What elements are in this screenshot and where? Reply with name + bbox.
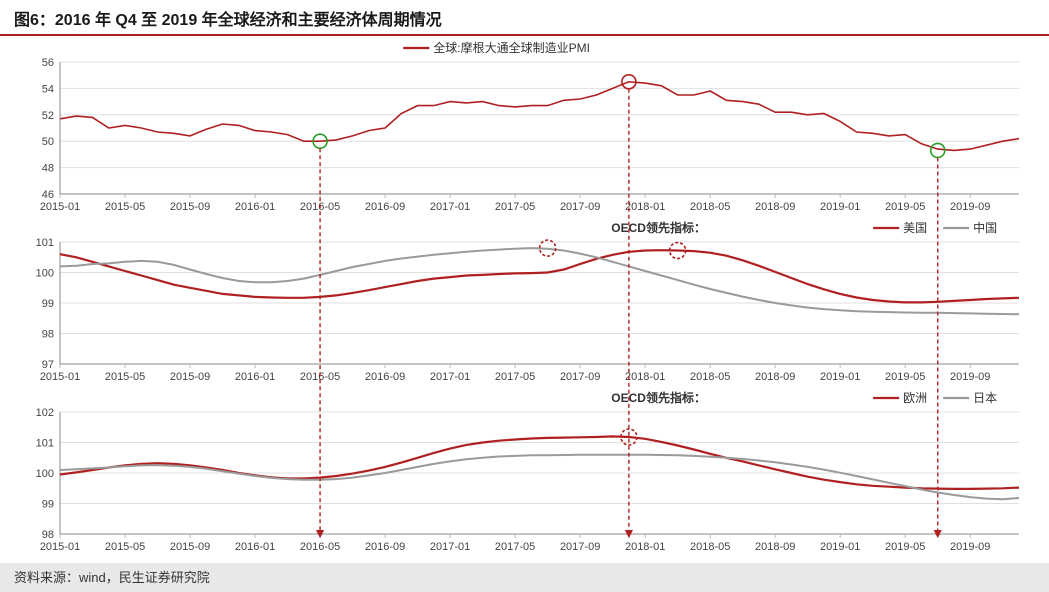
svg-text:美国: 美国 bbox=[903, 221, 927, 235]
svg-text:2019-01: 2019-01 bbox=[820, 371, 860, 383]
svg-text:2019-05: 2019-05 bbox=[885, 201, 925, 213]
svg-text:2017-09: 2017-09 bbox=[560, 371, 600, 383]
panel-oecd-eu-jp: 98 99 100 101 102 2015-01 2015-05 2015-09 2016-0… bbox=[20, 390, 1029, 560]
figure-container: 图6：2016 年 Q4 至 2019 年全球经济和主要经济体周期情况 46 48… bbox=[0, 0, 1049, 592]
svg-text:日本: 日本 bbox=[973, 391, 997, 405]
svg-text:2015-09: 2015-09 bbox=[170, 371, 210, 383]
svg-text:98: 98 bbox=[42, 329, 54, 341]
svg-text:2015-05: 2015-05 bbox=[105, 371, 145, 383]
svg-text:2019-09: 2019-09 bbox=[950, 541, 990, 553]
panel-pmi: 46 48 50 52 54 56 2015-01 2015-05 2015-09 2016-01… bbox=[20, 40, 1029, 220]
svg-text:98: 98 bbox=[42, 529, 54, 541]
svg-text:2017-09: 2017-09 bbox=[560, 201, 600, 213]
svg-text:56: 56 bbox=[42, 57, 54, 69]
svg-text:2018-05: 2018-05 bbox=[690, 541, 730, 553]
svg-text:2018-09: 2018-09 bbox=[755, 371, 795, 383]
charts-area: 46 48 50 52 54 56 2015-01 2015-05 2015-09 2016-01… bbox=[0, 36, 1049, 563]
svg-text:2015-05: 2015-05 bbox=[105, 541, 145, 553]
svg-text:2018-01: 2018-01 bbox=[625, 541, 665, 553]
svg-text:OECD领先指标：: OECD领先指标： bbox=[611, 390, 706, 405]
svg-text:2016-01: 2016-01 bbox=[235, 201, 275, 213]
svg-text:99: 99 bbox=[42, 298, 54, 310]
figure-source: 资料来源：wind，民生证券研究院 bbox=[0, 563, 1049, 592]
svg-text:2018-05: 2018-05 bbox=[690, 201, 730, 213]
svg-text:46: 46 bbox=[42, 189, 54, 201]
svg-text:99: 99 bbox=[42, 499, 54, 511]
svg-text:100: 100 bbox=[36, 468, 54, 480]
svg-text:2017-05: 2017-05 bbox=[495, 541, 535, 553]
svg-text:2015-01: 2015-01 bbox=[40, 371, 80, 383]
svg-text:2017-01: 2017-01 bbox=[430, 541, 470, 553]
svg-text:2016-01: 2016-01 bbox=[235, 541, 275, 553]
svg-text:2019-09: 2019-09 bbox=[950, 201, 990, 213]
svg-text:2017-05: 2017-05 bbox=[495, 371, 535, 383]
svg-text:2018-01: 2018-01 bbox=[625, 371, 665, 383]
svg-text:中国: 中国 bbox=[973, 220, 997, 235]
svg-text:2016-01: 2016-01 bbox=[235, 371, 275, 383]
svg-text:2016-05: 2016-05 bbox=[300, 371, 340, 383]
svg-text:2016-09: 2016-09 bbox=[365, 201, 405, 213]
svg-text:2017-01: 2017-01 bbox=[430, 371, 470, 383]
svg-text:54: 54 bbox=[42, 83, 54, 95]
svg-text:2016-05: 2016-05 bbox=[300, 541, 340, 553]
svg-text:2018-05: 2018-05 bbox=[690, 371, 730, 383]
svg-text:2015-01: 2015-01 bbox=[40, 201, 80, 213]
svg-text:2017-09: 2017-09 bbox=[560, 541, 600, 553]
svg-text:全球:摩根大通全球制造业PMI: 全球:摩根大通全球制造业PMI bbox=[433, 40, 590, 55]
svg-text:100: 100 bbox=[36, 268, 54, 280]
svg-text:2017-01: 2017-01 bbox=[430, 201, 470, 213]
svg-text:欧洲: 欧洲 bbox=[903, 391, 927, 405]
svg-text:2016-09: 2016-09 bbox=[365, 371, 405, 383]
svg-text:2018-09: 2018-09 bbox=[755, 201, 795, 213]
svg-text:2018-01: 2018-01 bbox=[625, 201, 665, 213]
svg-text:OECD领先指标：: OECD领先指标： bbox=[611, 220, 706, 235]
svg-text:2019-01: 2019-01 bbox=[820, 201, 860, 213]
svg-text:2019-05: 2019-05 bbox=[885, 541, 925, 553]
svg-text:101: 101 bbox=[36, 438, 54, 450]
figure-title: 图6：2016 年 Q4 至 2019 年全球经济和主要经济体周期情况 bbox=[0, 0, 1049, 36]
svg-text:101: 101 bbox=[36, 237, 54, 249]
svg-text:48: 48 bbox=[42, 163, 54, 175]
svg-text:2019-09: 2019-09 bbox=[950, 371, 990, 383]
svg-text:52: 52 bbox=[42, 110, 54, 122]
svg-text:2015-01: 2015-01 bbox=[40, 541, 80, 553]
svg-text:2016-09: 2016-09 bbox=[365, 541, 405, 553]
svg-text:97: 97 bbox=[42, 359, 54, 371]
svg-text:2015-09: 2015-09 bbox=[170, 201, 210, 213]
svg-text:2015-05: 2015-05 bbox=[105, 201, 145, 213]
svg-text:2017-05: 2017-05 bbox=[495, 201, 535, 213]
svg-text:2018-09: 2018-09 bbox=[755, 541, 795, 553]
svg-text:2019-05: 2019-05 bbox=[885, 371, 925, 383]
svg-text:2019-01: 2019-01 bbox=[820, 541, 860, 553]
svg-text:102: 102 bbox=[36, 407, 54, 419]
svg-text:50: 50 bbox=[42, 136, 54, 148]
panel-oecd-us-cn: 97 98 99 100 101 2015-01 2015-05 2015-09 2016-01… bbox=[20, 220, 1029, 390]
svg-text:2016-05: 2016-05 bbox=[300, 201, 340, 213]
svg-text:2015-09: 2015-09 bbox=[170, 541, 210, 553]
